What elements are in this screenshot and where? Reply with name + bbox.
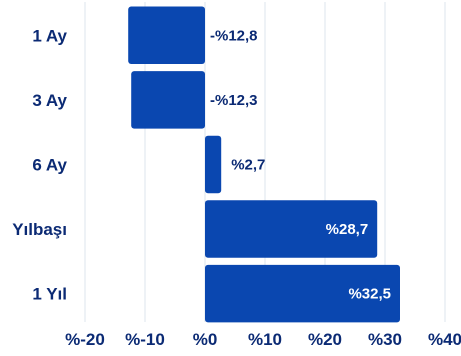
x-tick-label: %10 — [248, 330, 282, 349]
x-tick-label: %20 — [308, 330, 342, 349]
x-tick-label: %30 — [368, 330, 402, 349]
bar — [205, 136, 221, 194]
x-tick-label: %40 — [428, 330, 461, 349]
x-axis-tick-labels: %-20 %-10 %0 %10 %20 %30 %40 — [65, 330, 461, 349]
value-label: -%12,3 — [210, 92, 258, 109]
x-tick-label: %-20 — [65, 330, 105, 349]
x-tick-label: %0 — [193, 330, 218, 349]
value-labels: -%12,8 -%12,3 %2,7 %28,7 %32,5 — [210, 27, 391, 302]
category-labels: 1 Ay 3 Ay 6 Ay Yılbaşı 1 Yıl — [12, 26, 67, 303]
value-label: %2,7 — [231, 156, 265, 173]
category-label: 3 Ay — [32, 91, 67, 110]
category-label: Yılbaşı — [12, 220, 67, 239]
value-label: %32,5 — [348, 286, 391, 303]
bar — [128, 7, 205, 65]
x-tick-label: %-10 — [125, 330, 165, 349]
value-label: -%12,8 — [210, 27, 258, 44]
category-label: 6 Ay — [32, 155, 67, 174]
value-label: %28,7 — [326, 221, 369, 238]
category-label: 1 Yıl — [32, 285, 67, 304]
category-label: 1 Ay — [32, 26, 67, 45]
bar — [131, 71, 205, 129]
